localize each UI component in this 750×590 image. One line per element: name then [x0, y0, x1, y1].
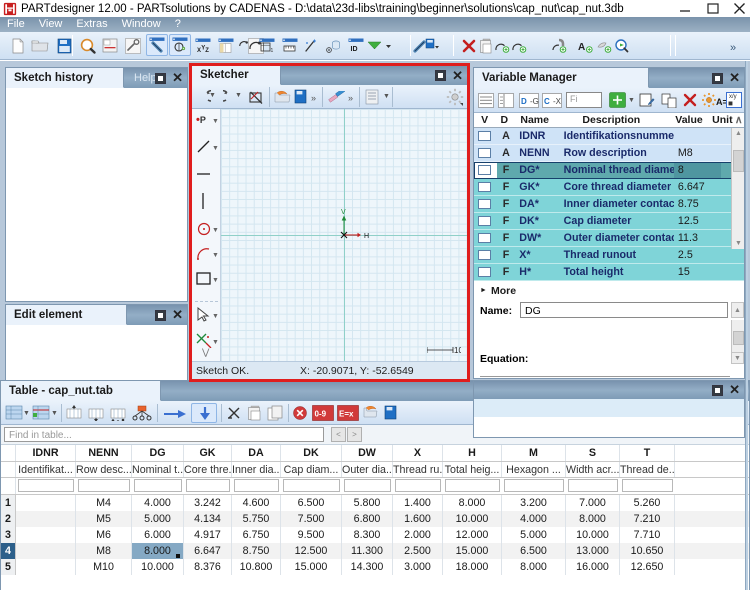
svg-text:D: D [521, 97, 527, 106]
svg-text:ID: ID [351, 46, 358, 53]
svg-text:E=x: E=x [339, 410, 354, 419]
svg-text:-X: -X [553, 97, 562, 106]
svg-text:V: V [341, 209, 346, 216]
svg-text:1: 1 [271, 48, 274, 54]
svg-text:A: A [578, 42, 585, 53]
svg-text:C: C [544, 97, 550, 106]
svg-text:-G: -G [530, 97, 539, 106]
svg-text:10: 10 [454, 346, 461, 355]
svg-text:0-9: 0-9 [315, 410, 327, 419]
svg-text:Z: Z [205, 48, 209, 54]
svg-text:H: H [364, 233, 369, 240]
